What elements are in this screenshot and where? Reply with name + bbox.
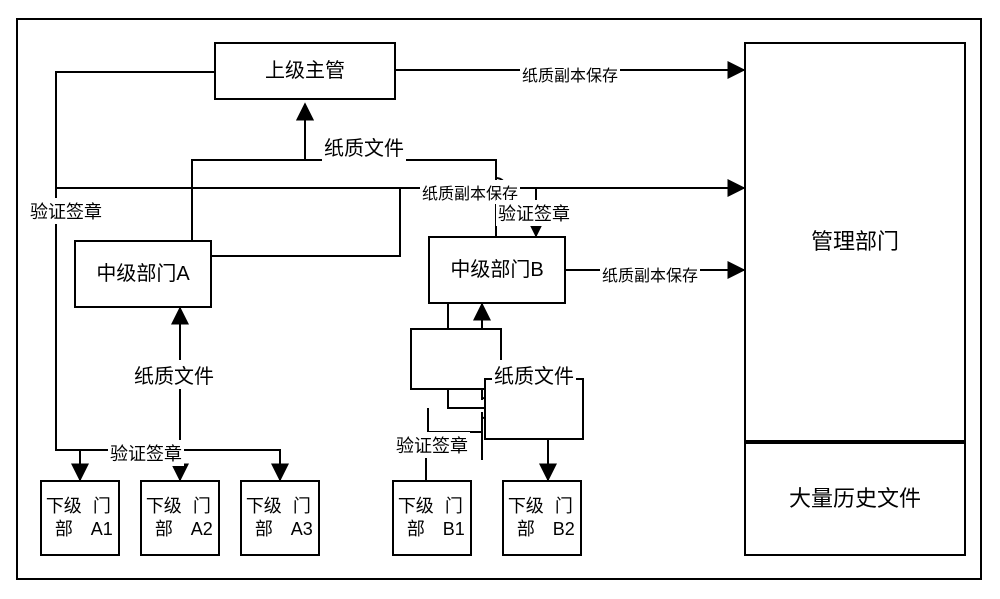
edge-label-a-paper-up: 纸质文件 <box>132 360 216 389</box>
diagram-canvas: 上级主管中级部门A 中级部门B 下级部门A1 下级部门A2 下级部门A3 下级部门B1 下级… <box>0 0 1000 599</box>
node-subA3: 下级部门A3 <box>240 480 320 556</box>
node-midB: 中级部门B <box>428 236 566 304</box>
node-supervisor: 上级主管 <box>214 42 396 100</box>
node-subB1: 下级部门B1 <box>392 480 472 556</box>
node-subA2: 下级部门A2 <box>140 480 220 556</box>
node-history: 大量历史文件 <box>744 442 966 556</box>
edge-label-verifyB-top: 验证签章 <box>496 200 572 226</box>
edge-label-midB-to-mgmt: 纸质副本保存 <box>600 262 700 286</box>
node-mgmt: 管理部门 <box>744 42 966 442</box>
node-subB2: 下级部门B2 <box>502 480 582 556</box>
edge-label-verifyA: 验证签章 <box>28 198 104 224</box>
edge-label-b-paper-up-2: 纸质文件 <box>492 360 576 389</box>
node-subA1: 下级部门A1 <box>40 480 120 556</box>
node-midA: 中级部门A <box>74 240 212 308</box>
edge-label-b-verify-1: 验证签章 <box>394 432 470 458</box>
edge-label-verifyA-lbl2: 验证签章 <box>108 440 184 466</box>
edge-label-midB-up-2: 纸质文件 <box>322 132 406 161</box>
edge-label-sup-to-mgmt: 纸质副本保存 <box>520 62 620 86</box>
